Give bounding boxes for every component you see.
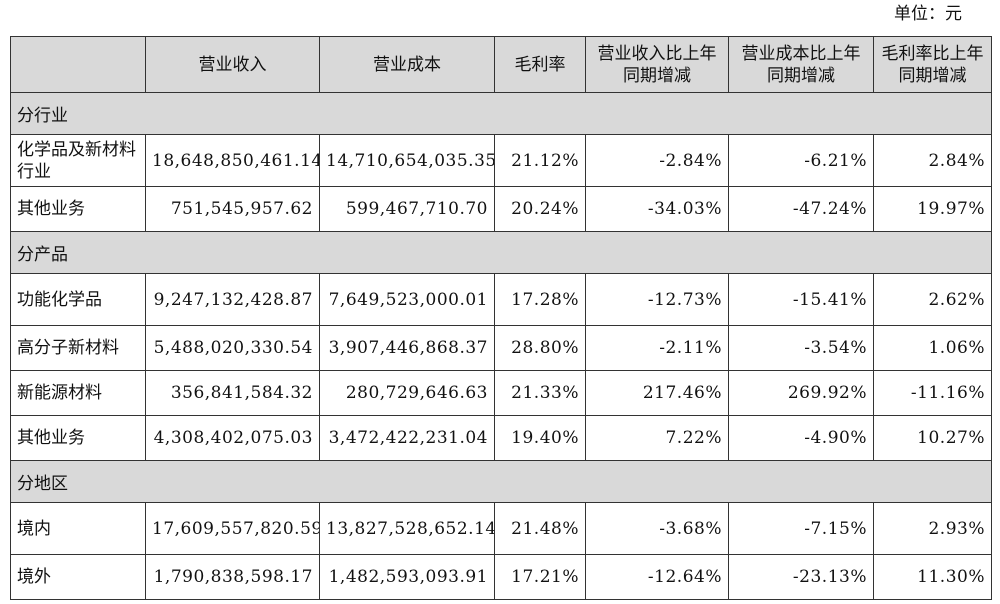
table-header-row: 营业收入 营业成本 毛利率 营业收入比上年同期增减 营业成本比上年同期增减 毛利… bbox=[10, 36, 992, 93]
revenue-cell: 4,308,402,075.03 bbox=[145, 415, 320, 461]
section-row-region: 分地区 bbox=[10, 460, 992, 503]
table-row: 化学品及新材料行业 18,648,850,461.14 14,710,654,0… bbox=[10, 134, 992, 187]
gross-margin-cell: 19.40% bbox=[494, 415, 586, 461]
gross-margin-cell: 17.21% bbox=[494, 554, 586, 600]
financial-table: 营业收入 营业成本 毛利率 营业收入比上年同期增减 营业成本比上年同期增减 毛利… bbox=[10, 36, 992, 600]
header-revenue: 营业收入 bbox=[145, 36, 320, 93]
cost-cell: 3,907,446,868.37 bbox=[319, 325, 495, 371]
header-empty bbox=[10, 36, 146, 93]
gross-margin-cell: 20.24% bbox=[494, 186, 586, 232]
table-row: 高分子新材料 5,488,020,330.54 3,907,446,868.37… bbox=[10, 325, 992, 371]
cost-cell: 14,710,654,035.35 bbox=[319, 134, 495, 187]
revenue-yoy-cell: -3.68% bbox=[585, 502, 729, 555]
revenue-cell: 356,841,584.32 bbox=[145, 370, 320, 416]
row-label: 新能源材料 bbox=[10, 370, 146, 416]
gross-margin-cell: 21.12% bbox=[494, 134, 586, 187]
section-title: 分产品 bbox=[10, 231, 992, 274]
cost-yoy-cell: -6.21% bbox=[728, 134, 874, 187]
gross-margin-cell: 21.33% bbox=[494, 370, 586, 416]
section-title: 分行业 bbox=[10, 92, 992, 135]
section-row-industry: 分行业 bbox=[10, 92, 992, 135]
revenue-yoy-cell: -12.73% bbox=[585, 273, 729, 326]
cost-yoy-cell: -3.54% bbox=[728, 325, 874, 371]
section-title: 分地区 bbox=[10, 460, 992, 503]
revenue-cell: 751,545,957.62 bbox=[145, 186, 320, 232]
header-cost: 营业成本 bbox=[319, 36, 495, 93]
revenue-yoy-cell: -2.11% bbox=[585, 325, 729, 371]
cost-yoy-cell: -15.41% bbox=[728, 273, 874, 326]
revenue-cell: 5,488,020,330.54 bbox=[145, 325, 320, 371]
header-gross-margin: 毛利率 bbox=[494, 36, 586, 93]
section-row-product: 分产品 bbox=[10, 231, 992, 274]
revenue-yoy-cell: -34.03% bbox=[585, 186, 729, 232]
revenue-cell: 18,648,850,461.14 bbox=[145, 134, 320, 187]
cost-cell: 599,467,710.70 bbox=[319, 186, 495, 232]
header-margin-yoy: 毛利率比上年同期增减 bbox=[873, 36, 992, 93]
row-label: 高分子新材料 bbox=[10, 325, 146, 371]
margin-yoy-cell: -11.16% bbox=[873, 370, 992, 416]
revenue-yoy-cell: -12.64% bbox=[585, 554, 729, 600]
header-cost-yoy: 营业成本比上年同期增减 bbox=[728, 36, 874, 93]
cost-cell: 1,482,593,093.91 bbox=[319, 554, 495, 600]
cost-cell: 7,649,523,000.01 bbox=[319, 273, 495, 326]
row-label: 境内 bbox=[10, 502, 146, 555]
row-label: 化学品及新材料行业 bbox=[10, 134, 146, 187]
cost-cell: 13,827,528,652.14 bbox=[319, 502, 495, 555]
revenue-cell: 1,790,838,598.17 bbox=[145, 554, 320, 600]
cost-yoy-cell: -23.13% bbox=[728, 554, 874, 600]
revenue-cell: 9,247,132,428.87 bbox=[145, 273, 320, 326]
header-revenue-yoy: 营业收入比上年同期增减 bbox=[585, 36, 729, 93]
cost-yoy-cell: -4.90% bbox=[728, 415, 874, 461]
cost-cell: 3,472,422,231.04 bbox=[319, 415, 495, 461]
table-row: 境外 1,790,838,598.17 1,482,593,093.91 17.… bbox=[10, 554, 992, 600]
row-label: 其他业务 bbox=[10, 415, 146, 461]
revenue-yoy-cell: 217.46% bbox=[585, 370, 729, 416]
table-row: 功能化学品 9,247,132,428.87 7,649,523,000.01 … bbox=[10, 273, 992, 326]
margin-yoy-cell: 11.30% bbox=[873, 554, 992, 600]
margin-yoy-cell: 19.97% bbox=[873, 186, 992, 232]
cost-yoy-cell: -47.24% bbox=[728, 186, 874, 232]
cost-yoy-cell: 269.92% bbox=[728, 370, 874, 416]
row-label: 功能化学品 bbox=[10, 273, 146, 326]
table-row: 新能源材料 356,841,584.32 280,729,646.63 21.3… bbox=[10, 370, 992, 416]
row-label: 境外 bbox=[10, 554, 146, 600]
gross-margin-cell: 21.48% bbox=[494, 502, 586, 555]
table-row: 其他业务 4,308,402,075.03 3,472,422,231.04 1… bbox=[10, 415, 992, 461]
revenue-yoy-cell: 7.22% bbox=[585, 415, 729, 461]
gross-margin-cell: 17.28% bbox=[494, 273, 586, 326]
table-row: 境内 17,609,557,820.59 13,827,528,652.14 2… bbox=[10, 502, 992, 555]
margin-yoy-cell: 1.06% bbox=[873, 325, 992, 371]
margin-yoy-cell: 2.62% bbox=[873, 273, 992, 326]
margin-yoy-cell: 2.84% bbox=[873, 134, 992, 187]
cost-yoy-cell: -7.15% bbox=[728, 502, 874, 555]
row-label: 其他业务 bbox=[10, 186, 146, 232]
revenue-yoy-cell: -2.84% bbox=[585, 134, 729, 187]
unit-label: 单位：元 bbox=[894, 4, 962, 24]
margin-yoy-cell: 2.93% bbox=[873, 502, 992, 555]
revenue-cell: 17,609,557,820.59 bbox=[145, 502, 320, 555]
cost-cell: 280,729,646.63 bbox=[319, 370, 495, 416]
margin-yoy-cell: 10.27% bbox=[873, 415, 992, 461]
table-row: 其他业务 751,545,957.62 599,467,710.70 20.24… bbox=[10, 186, 992, 232]
gross-margin-cell: 28.80% bbox=[494, 325, 586, 371]
